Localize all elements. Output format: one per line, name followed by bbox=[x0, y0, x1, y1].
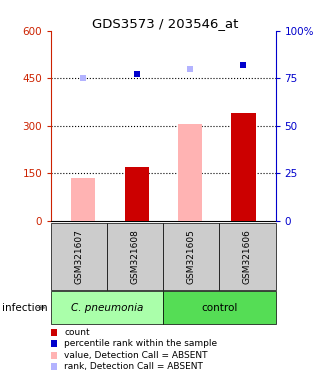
Point bbox=[241, 62, 246, 68]
Text: GSM321607: GSM321607 bbox=[75, 229, 84, 284]
Text: control: control bbox=[201, 303, 238, 313]
Point bbox=[81, 75, 86, 81]
Bar bbox=[178, 124, 202, 221]
Point bbox=[187, 66, 193, 72]
Text: count: count bbox=[64, 328, 90, 337]
Bar bbox=[231, 113, 255, 221]
Point bbox=[134, 71, 139, 78]
Text: GDS3573 / 203546_at: GDS3573 / 203546_at bbox=[92, 17, 238, 30]
Text: rank, Detection Call = ABSENT: rank, Detection Call = ABSENT bbox=[64, 362, 203, 371]
Text: GSM321608: GSM321608 bbox=[131, 229, 140, 284]
Text: percentile rank within the sample: percentile rank within the sample bbox=[64, 339, 217, 348]
Bar bbox=[71, 178, 95, 221]
Text: GSM321606: GSM321606 bbox=[243, 229, 252, 284]
Text: value, Detection Call = ABSENT: value, Detection Call = ABSENT bbox=[64, 351, 208, 360]
Text: GSM321605: GSM321605 bbox=[187, 229, 196, 284]
Text: infection: infection bbox=[2, 303, 47, 313]
Bar bbox=[125, 167, 148, 221]
Text: C. pneumonia: C. pneumonia bbox=[71, 303, 144, 313]
